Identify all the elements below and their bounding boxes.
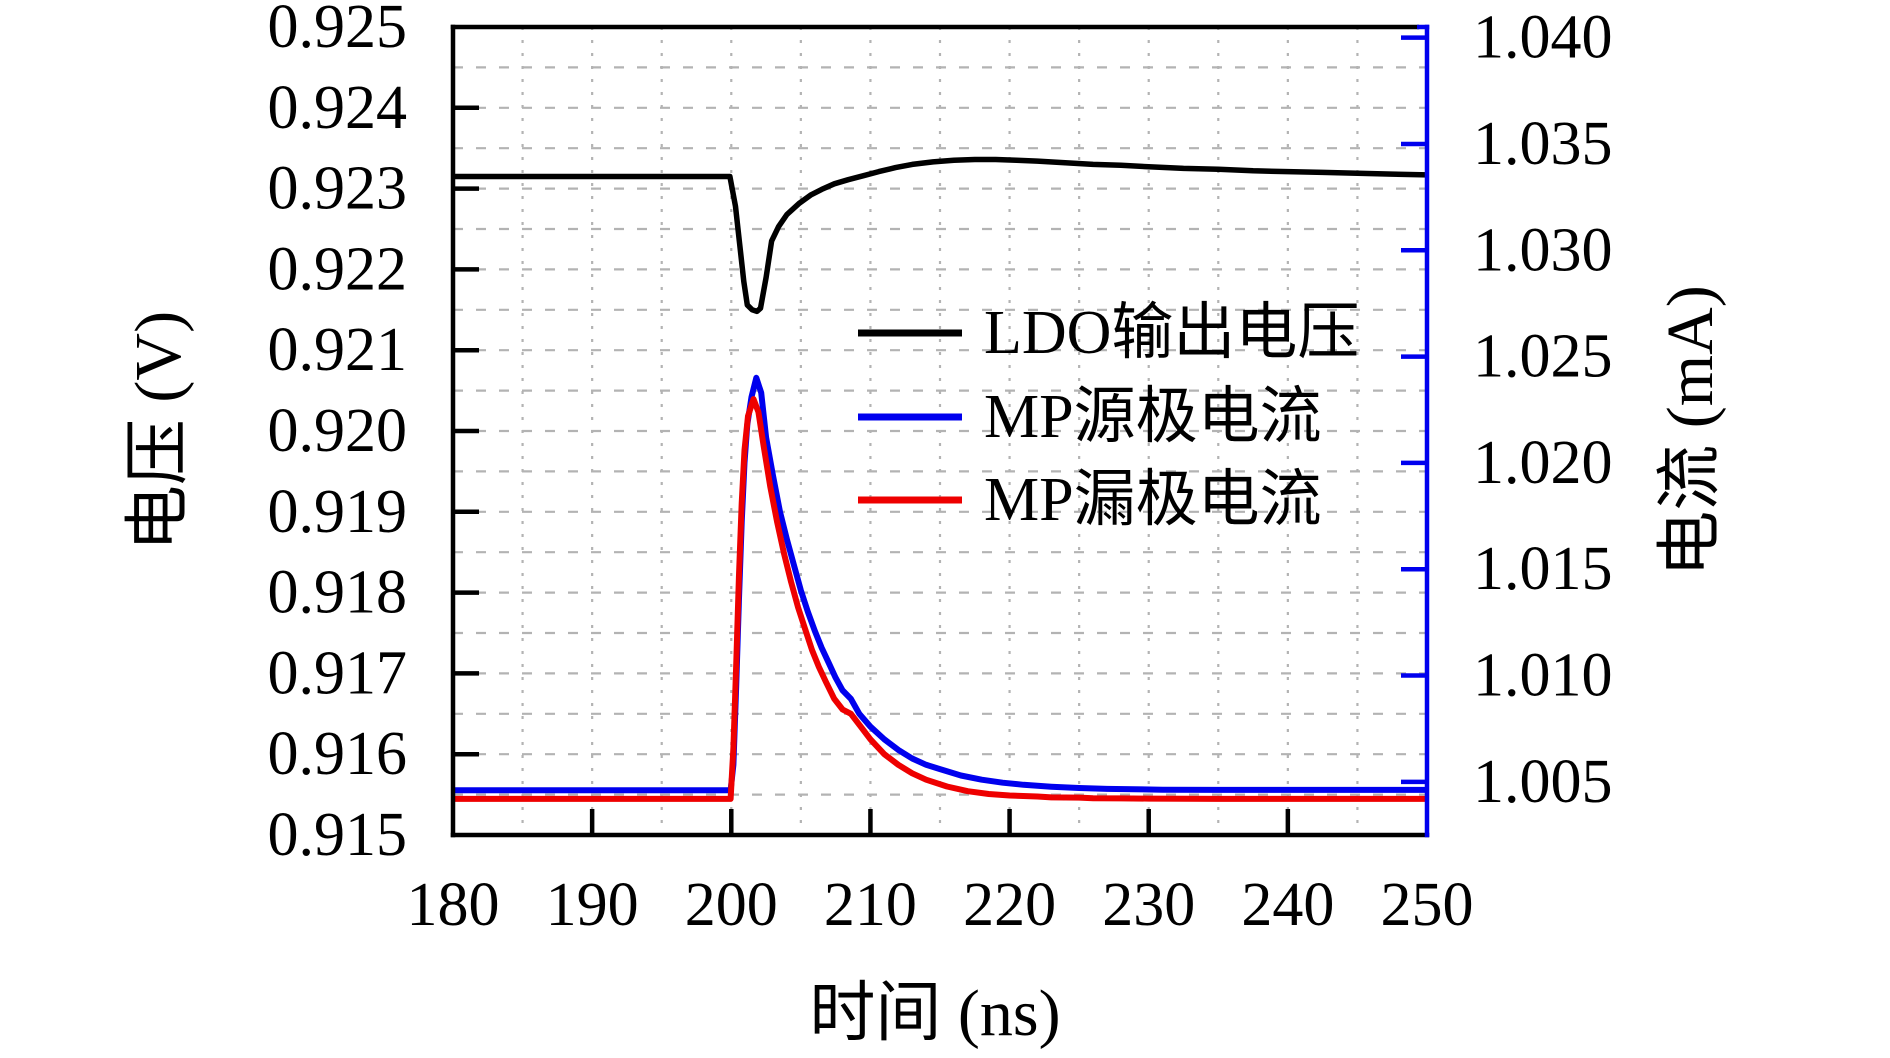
left-tick-label: 0.916 xyxy=(268,720,408,788)
left-tick-label: 0.920 xyxy=(268,397,408,465)
legend-label: LDO输出电压 xyxy=(984,299,1359,367)
right-tick-label: 1.015 xyxy=(1473,535,1613,603)
left-tick-label: 0.917 xyxy=(268,639,408,707)
left-tick-label: 0.922 xyxy=(268,235,408,303)
legend: LDO输出电压 MP源极电流 MP漏极电流 xyxy=(858,299,1359,534)
left-tick-label: 0.918 xyxy=(268,559,408,627)
right-axis-title: 电流 (mA) xyxy=(1654,285,1727,576)
series-line-2 xyxy=(453,396,1427,802)
left-tick-label: 0.915 xyxy=(268,801,408,869)
left-axis-title: 电压 (V) xyxy=(122,311,195,551)
left-tick-label: 0.919 xyxy=(268,478,408,546)
tick-labels-layer: 180 190 200 210 220 230 240 250 0.915 0.916 0.917 0… xyxy=(268,0,1613,939)
right-tick-label: 1.010 xyxy=(1473,642,1613,710)
right-tick-label: 1.030 xyxy=(1473,216,1613,284)
x-tick-label: 230 xyxy=(1102,871,1195,939)
right-tick-label: 1.040 xyxy=(1473,4,1613,72)
ticks-layer xyxy=(453,35,1427,835)
x-tick-label: 240 xyxy=(1241,871,1334,939)
legend-label: MP源极电流 xyxy=(984,383,1322,451)
x-axis-title: 时间 (ns) xyxy=(809,977,1060,1050)
right-tick-label: 1.035 xyxy=(1473,110,1613,178)
left-tick-label: 0.925 xyxy=(268,0,408,61)
right-tick-label: 1.005 xyxy=(1473,748,1613,816)
x-tick-label: 250 xyxy=(1381,871,1474,939)
series-line-0 xyxy=(453,156,1428,315)
x-tick-label: 210 xyxy=(824,871,917,939)
x-tick-label: 220 xyxy=(963,871,1056,939)
x-tick-label: 190 xyxy=(546,871,639,939)
x-tick-label: 180 xyxy=(407,871,500,939)
left-tick-label: 0.924 xyxy=(268,74,408,142)
series-layer xyxy=(453,156,1428,802)
x-tick-label: 200 xyxy=(685,871,778,939)
left-tick-label: 0.923 xyxy=(268,155,408,223)
legend-label: MP漏极电流 xyxy=(984,466,1322,534)
right-tick-label: 1.020 xyxy=(1473,429,1613,497)
right-tick-label: 1.025 xyxy=(1473,323,1613,391)
grid-layer xyxy=(453,27,1427,835)
left-tick-label: 0.921 xyxy=(268,316,408,384)
